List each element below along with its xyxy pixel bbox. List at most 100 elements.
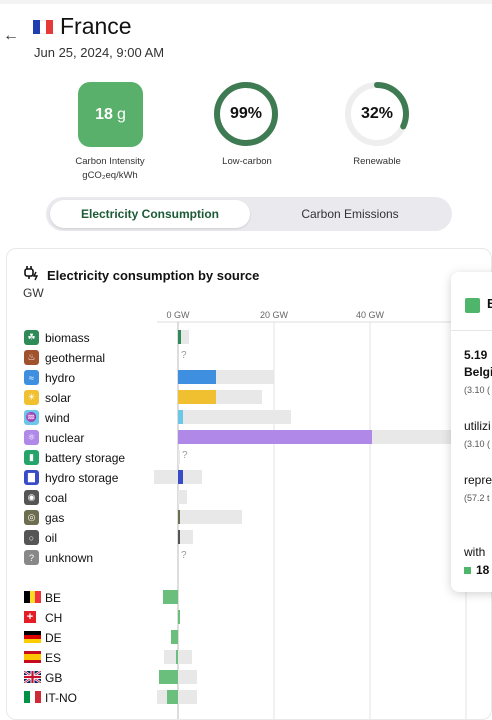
source-label: hydro xyxy=(45,371,76,385)
tooltip-small-swatch xyxy=(464,567,471,574)
capacity-bar xyxy=(178,410,291,424)
source-row-solar[interactable]: ☀ solar xyxy=(7,387,491,407)
flag-be-icon xyxy=(24,591,41,603)
panel-title: Electricity consumption by source xyxy=(47,268,260,283)
source-label: geothermal xyxy=(45,351,106,365)
unknown-value-marker: ? xyxy=(181,350,187,361)
mode-toggle: Electricity Consumption Carbon Emissions xyxy=(46,197,452,231)
source-label: oil xyxy=(45,531,58,545)
zone-name: France xyxy=(60,13,132,39)
tooltip-line9: 18 xyxy=(476,563,490,577)
unknown-value-marker: ? xyxy=(181,550,187,561)
source-row-nuclear[interactable]: ⚛ nuclear xyxy=(7,427,491,447)
carbon-intensity-label-line1: Carbon Intensity xyxy=(75,156,145,167)
leaf-icon: ☘ xyxy=(24,330,39,345)
unknown-value-marker: ? xyxy=(181,450,188,461)
exchange-label: GB xyxy=(45,671,63,685)
low-carbon-value: 99% xyxy=(229,105,263,122)
sun-icon: ☀ xyxy=(24,390,39,405)
tooltip-divider xyxy=(451,330,492,331)
exchange-bar xyxy=(163,590,178,604)
production-bar xyxy=(178,370,217,384)
exchange-row-it-no[interactable]: IT-NO xyxy=(7,687,491,707)
arrow-left-icon[interactable]: ← xyxy=(3,27,19,44)
exchange-bar xyxy=(158,670,178,684)
source-row-unknown[interactable]: ? unknown? xyxy=(7,547,491,567)
renewable-label: Renewable xyxy=(353,156,401,167)
source-label: battery storage xyxy=(45,451,126,465)
source-label: hydro storage xyxy=(45,471,119,485)
france-flag-icon xyxy=(33,20,54,34)
exchange-label: BE xyxy=(45,591,62,605)
oil-drop-icon: ○ xyxy=(24,530,39,545)
capacity-bar xyxy=(178,530,194,544)
tooltip-line3: (3.10 ( xyxy=(464,385,491,395)
exchange-bar xyxy=(166,690,178,704)
exchange-row-es[interactable]: ES xyxy=(7,647,491,667)
flag-de-icon xyxy=(24,631,41,643)
tooltip-title: B xyxy=(487,296,492,311)
exchange-label: IT-NO xyxy=(45,691,77,705)
capacity-bar xyxy=(178,670,198,684)
carbon-intensity-label: Carbon Intensity gCO₂eq/kWh xyxy=(60,155,160,183)
exchange-bar xyxy=(175,650,178,664)
source-row-battery-storage[interactable]: ▮ battery storage? xyxy=(7,447,491,467)
capacity-bar xyxy=(178,450,180,464)
source-row-geothermal[interactable]: ♨ geothermal? xyxy=(7,347,491,367)
carbon-intensity-badge: 18 g xyxy=(78,82,143,147)
question-icon: ? xyxy=(24,550,39,565)
carbon-intensity-unit: g xyxy=(116,105,126,123)
low-carbon-label: Low-carbon xyxy=(222,156,272,167)
plug-icon xyxy=(23,265,41,284)
flag-ch-icon: + xyxy=(24,611,36,623)
wind-icon: ♒ xyxy=(24,410,39,425)
tab-carbon-emissions[interactable]: Carbon Emissions xyxy=(301,207,399,221)
source-row-oil[interactable]: ○ oil xyxy=(7,527,491,547)
atom-icon: ⚛ xyxy=(24,430,39,445)
low-carbon-ring xyxy=(214,82,278,146)
tooltip-line8: with xyxy=(464,545,486,559)
capacity-bar xyxy=(178,330,190,344)
source-row-biomass[interactable]: ☘ biomass xyxy=(7,327,491,347)
production-bar xyxy=(178,390,217,404)
tooltip-color-swatch xyxy=(465,298,480,313)
tooltip-line2: Belgi xyxy=(464,365,492,379)
source-row-hydro[interactable]: ≈ hydro xyxy=(7,367,491,387)
source-tooltip: B 5.19 Belgi (3.10 ( utilizi (3.10 ( rep… xyxy=(451,272,492,592)
tooltip-line1: 5.19 xyxy=(464,348,488,362)
capacity-bar xyxy=(154,470,178,484)
source-label: wind xyxy=(45,411,70,425)
source-row-hydro-storage[interactable]: ▇ hydro storage xyxy=(7,467,491,487)
tab-electricity-consumption[interactable]: Electricity Consumption xyxy=(50,200,250,228)
axis-tick-label: 40 GW xyxy=(355,310,385,320)
battery-icon: ▮ xyxy=(24,450,39,465)
exchange-row-gb[interactable]: GB xyxy=(7,667,491,687)
renewable-ring xyxy=(345,82,409,146)
top-band xyxy=(0,0,492,4)
tooltip-line7: (57.2 t xyxy=(464,493,490,503)
axis-tick-label: 20 GW xyxy=(259,310,289,320)
capacity-bar xyxy=(178,510,242,524)
source-row-wind[interactable]: ♒ wind xyxy=(7,407,491,427)
source-row-gas[interactable]: ◎ gas xyxy=(7,507,491,527)
source-label: gas xyxy=(45,511,65,525)
renewable-value: 32% xyxy=(360,105,394,122)
hydro-storage-icon: ▇ xyxy=(24,470,39,485)
exchange-bar xyxy=(170,630,178,644)
capacity-bar xyxy=(163,650,178,664)
production-bar xyxy=(178,530,180,544)
production-bar xyxy=(178,430,373,444)
axis-tick-label: 0 GW xyxy=(166,310,190,320)
production-bar xyxy=(178,470,184,484)
source-row-coal[interactable]: ◉ coal xyxy=(7,487,491,507)
tooltip-line4: utilizi xyxy=(464,419,491,433)
consumption-panel: Electricity consumption by source GW 0 G… xyxy=(6,248,492,720)
capacity-bar xyxy=(178,650,193,664)
exchange-row-be[interactable]: BE xyxy=(7,587,491,607)
exchange-label: DE xyxy=(45,631,62,645)
gas-icon: ◎ xyxy=(24,510,39,525)
flag-es-icon xyxy=(24,651,41,663)
capacity-bar xyxy=(178,690,198,704)
exchange-row-ch[interactable]: + CH xyxy=(7,607,491,627)
exchange-row-de[interactable]: DE xyxy=(7,627,491,647)
